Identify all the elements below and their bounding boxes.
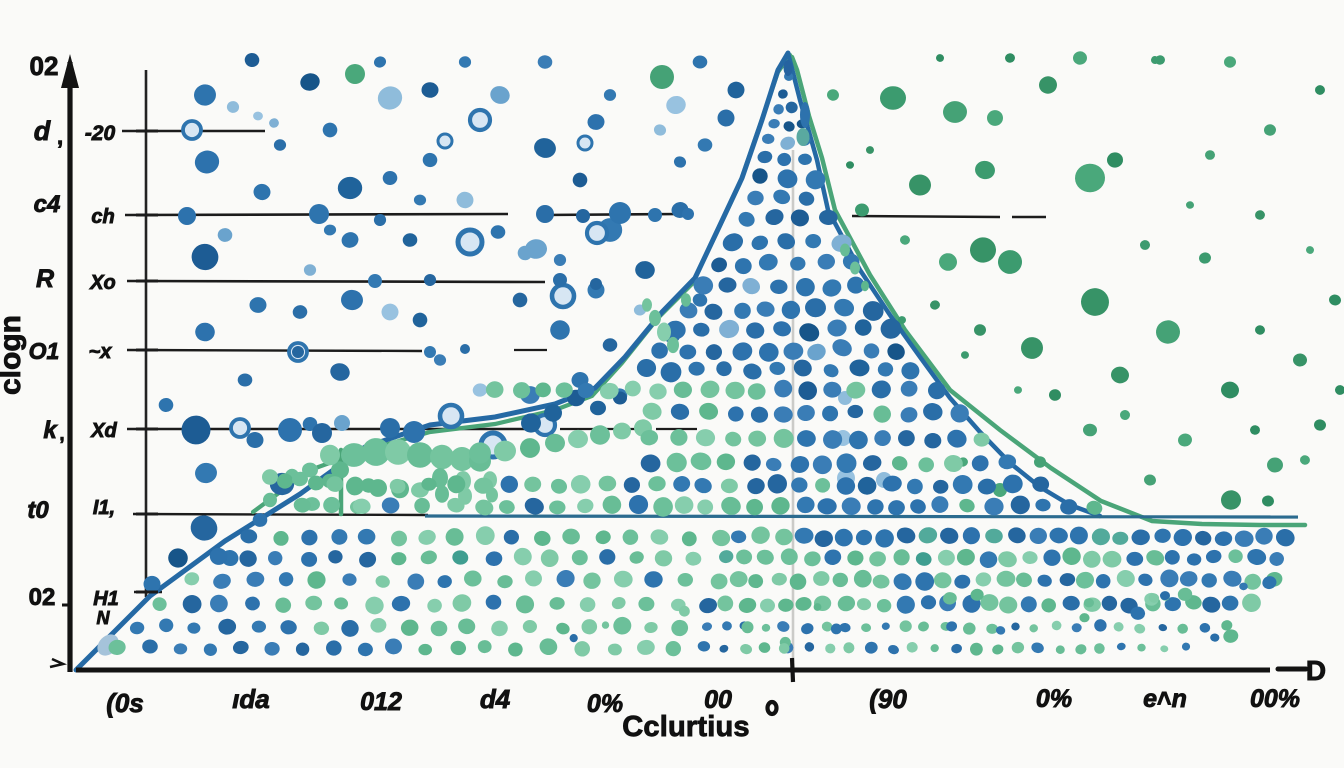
svg-text:k: k — [43, 417, 58, 444]
svg-text:02: 02 — [30, 51, 59, 81]
svg-text:e˄n: e˄n — [1143, 685, 1187, 713]
svg-text:d4: d4 — [480, 684, 511, 714]
svg-text:R: R — [36, 265, 54, 293]
svg-text:00%: 00% — [1250, 685, 1300, 713]
svg-text:,: , — [57, 124, 63, 149]
svg-text:ıda: ıda — [232, 684, 270, 714]
svg-text:O1: O1 — [29, 338, 60, 364]
svg-text:D: D — [1306, 655, 1326, 686]
svg-text:-20: -20 — [85, 122, 116, 145]
svg-text:t0: t0 — [27, 497, 49, 524]
svg-text:N: N — [97, 608, 111, 628]
svg-text:clogn: clogn — [0, 315, 27, 395]
svg-text:0%: 0% — [1036, 685, 1072, 713]
svg-text:(0s: (0s — [106, 688, 144, 718]
svg-text:,: , — [59, 424, 64, 444]
svg-text:Cclurtius: Cclurtius — [622, 711, 750, 743]
svg-text:I1,: I1, — [93, 497, 115, 519]
svg-text:d: d — [34, 116, 51, 146]
svg-text:02: 02 — [29, 584, 56, 611]
svg-text:ch: ch — [91, 206, 114, 228]
svg-text:012: 012 — [360, 688, 402, 716]
svg-text:c4: c4 — [34, 191, 61, 218]
svg-text:00: 00 — [704, 686, 732, 714]
svg-text:~x: ~x — [89, 341, 113, 363]
svg-text:H1: H1 — [93, 588, 119, 610]
svg-text:0%: 0% — [587, 690, 623, 718]
svg-text:(90: (90 — [869, 684, 907, 714]
svg-text:Xo: Xo — [89, 272, 116, 294]
svg-text:Xd: Xd — [90, 420, 117, 442]
